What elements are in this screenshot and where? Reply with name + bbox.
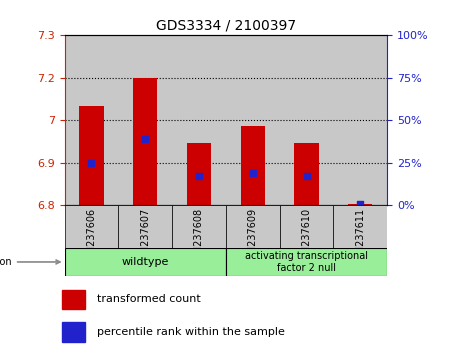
Text: percentile rank within the sample: percentile rank within the sample bbox=[97, 327, 285, 337]
Bar bbox=[172, 205, 226, 248]
Bar bbox=[226, 248, 387, 276]
Text: GSM237609: GSM237609 bbox=[248, 207, 258, 267]
Bar bbox=[280, 205, 333, 248]
Text: GSM237610: GSM237610 bbox=[301, 207, 312, 267]
Bar bbox=[65, 248, 226, 276]
Point bbox=[357, 201, 364, 207]
Bar bbox=[241, 126, 265, 205]
Point bbox=[88, 160, 95, 166]
Bar bbox=[348, 204, 372, 205]
Bar bbox=[226, 35, 280, 205]
Text: transformed count: transformed count bbox=[97, 295, 201, 304]
Bar bbox=[333, 205, 387, 248]
Text: GSM237608: GSM237608 bbox=[194, 207, 204, 267]
Point bbox=[303, 173, 310, 178]
Bar bbox=[65, 35, 118, 205]
Bar bbox=[79, 106, 104, 205]
Bar bbox=[172, 35, 226, 205]
Text: GSM237611: GSM237611 bbox=[355, 207, 366, 267]
Bar bbox=[226, 205, 280, 248]
Text: GSM237607: GSM237607 bbox=[140, 207, 150, 267]
Bar bbox=[295, 143, 319, 205]
Bar bbox=[62, 322, 85, 342]
Bar bbox=[62, 290, 85, 309]
Text: activating transcriptional
factor 2 null: activating transcriptional factor 2 null bbox=[245, 251, 368, 273]
Point bbox=[249, 170, 256, 176]
Point bbox=[195, 173, 203, 178]
Bar bbox=[118, 35, 172, 205]
Point bbox=[142, 136, 149, 142]
Bar bbox=[187, 143, 211, 205]
Title: GDS3334 / 2100397: GDS3334 / 2100397 bbox=[156, 19, 296, 33]
Text: genotype/variation: genotype/variation bbox=[0, 257, 60, 267]
Bar bbox=[65, 205, 118, 248]
Text: wildtype: wildtype bbox=[122, 257, 169, 267]
Bar bbox=[133, 78, 157, 205]
Bar bbox=[333, 35, 387, 205]
Bar bbox=[118, 205, 172, 248]
Text: GSM237606: GSM237606 bbox=[86, 207, 96, 267]
Bar bbox=[280, 35, 333, 205]
